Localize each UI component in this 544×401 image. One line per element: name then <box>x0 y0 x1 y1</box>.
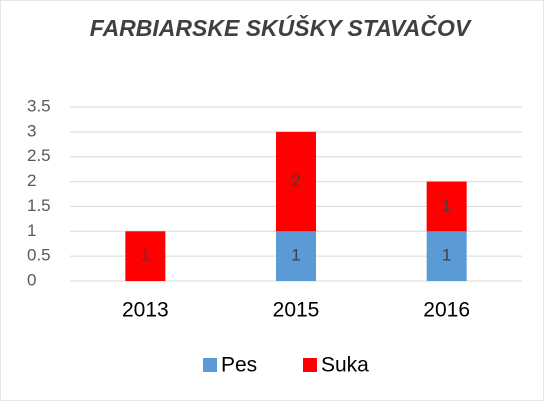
bar-segment <box>125 231 166 281</box>
y-tick-label: 3.5 <box>27 96 51 115</box>
y-tick-label: 2 <box>27 171 36 190</box>
y-tick-label: 2.5 <box>27 146 51 165</box>
data-label: 1 <box>442 196 451 215</box>
x-tick-label: 2015 <box>273 299 320 322</box>
y-tick-label: 1.5 <box>27 196 51 215</box>
data-label: 1 <box>291 246 300 265</box>
data-label: 1 <box>442 246 451 265</box>
bar-segment <box>426 181 467 232</box>
data-label: 2 <box>291 171 300 190</box>
legend-swatch <box>203 358 217 372</box>
legend-label: Pes <box>221 354 257 377</box>
bar-segment <box>276 231 316 281</box>
y-tick-label: 0 <box>27 270 36 289</box>
y-tick-label: 0.5 <box>27 246 51 265</box>
x-tick-label: 2013 <box>122 299 169 322</box>
y-tick-label: 1 <box>27 221 36 240</box>
legend-swatch <box>303 358 317 372</box>
bar-segment <box>426 231 467 281</box>
legend-label: Suka <box>321 354 369 377</box>
chart-title: FARBIARSKE SKÚŠKY STAVAČOV <box>90 14 472 41</box>
data-label: 1 <box>141 246 150 265</box>
y-tick-label: 3 <box>27 121 36 140</box>
x-tick-label: 2016 <box>423 299 470 322</box>
bar-segment <box>276 131 316 232</box>
